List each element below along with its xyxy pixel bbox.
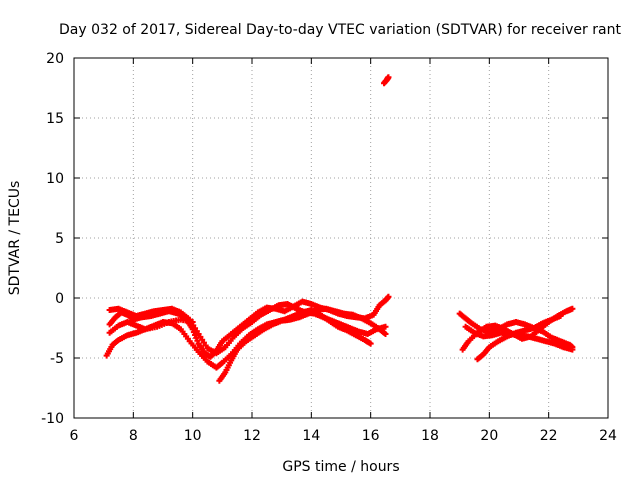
data-point <box>385 74 392 81</box>
series-track-d <box>106 316 196 336</box>
x-tick-label: 22 <box>540 428 558 444</box>
x-tick-label: 20 <box>480 428 498 444</box>
x-tick-label: 18 <box>421 428 439 444</box>
data-point <box>557 313 564 319</box>
y-tick-label: 20 <box>46 51 64 67</box>
series-outlier <box>381 74 392 87</box>
series-track-e <box>216 305 389 384</box>
x-tick-label: 24 <box>599 428 617 444</box>
tick-labels: 6 8 10 12 14 16 18 20 22 24 -10 -5 0 5 10 15 20 <box>41 51 617 444</box>
x-tick-label: 14 <box>302 428 320 444</box>
data-point <box>367 340 374 347</box>
data-point <box>569 346 576 353</box>
plot-frame <box>73 57 609 419</box>
y-tick-label: -5 <box>50 351 64 367</box>
x-axis-label: GPS time / hours <box>282 459 399 475</box>
y-tick-label: -10 <box>41 411 64 427</box>
data-point <box>569 305 576 312</box>
y-tick-label: 0 <box>55 291 64 307</box>
y-tick-label: 5 <box>55 231 64 247</box>
x-tick-label: 16 <box>362 428 380 444</box>
data-point <box>382 323 389 330</box>
data-point <box>189 319 196 325</box>
y-axis-label: SDTVAR / TECUs <box>7 181 23 296</box>
series-track-i <box>462 323 576 353</box>
x-tick-label: 12 <box>243 428 261 444</box>
data-points <box>103 74 576 384</box>
x-tick-label: 6 <box>70 428 79 444</box>
chart-title: Day 032 of 2017, Sidereal Day-to-day VTE… <box>59 22 621 38</box>
data-point <box>382 331 389 337</box>
y-tick-label: 15 <box>46 111 64 127</box>
x-tick-label: 8 <box>129 428 138 444</box>
y-tick-label: 10 <box>46 171 64 187</box>
grid <box>74 58 608 418</box>
data-point <box>385 293 392 300</box>
x-tick-label: 10 <box>184 428 202 444</box>
